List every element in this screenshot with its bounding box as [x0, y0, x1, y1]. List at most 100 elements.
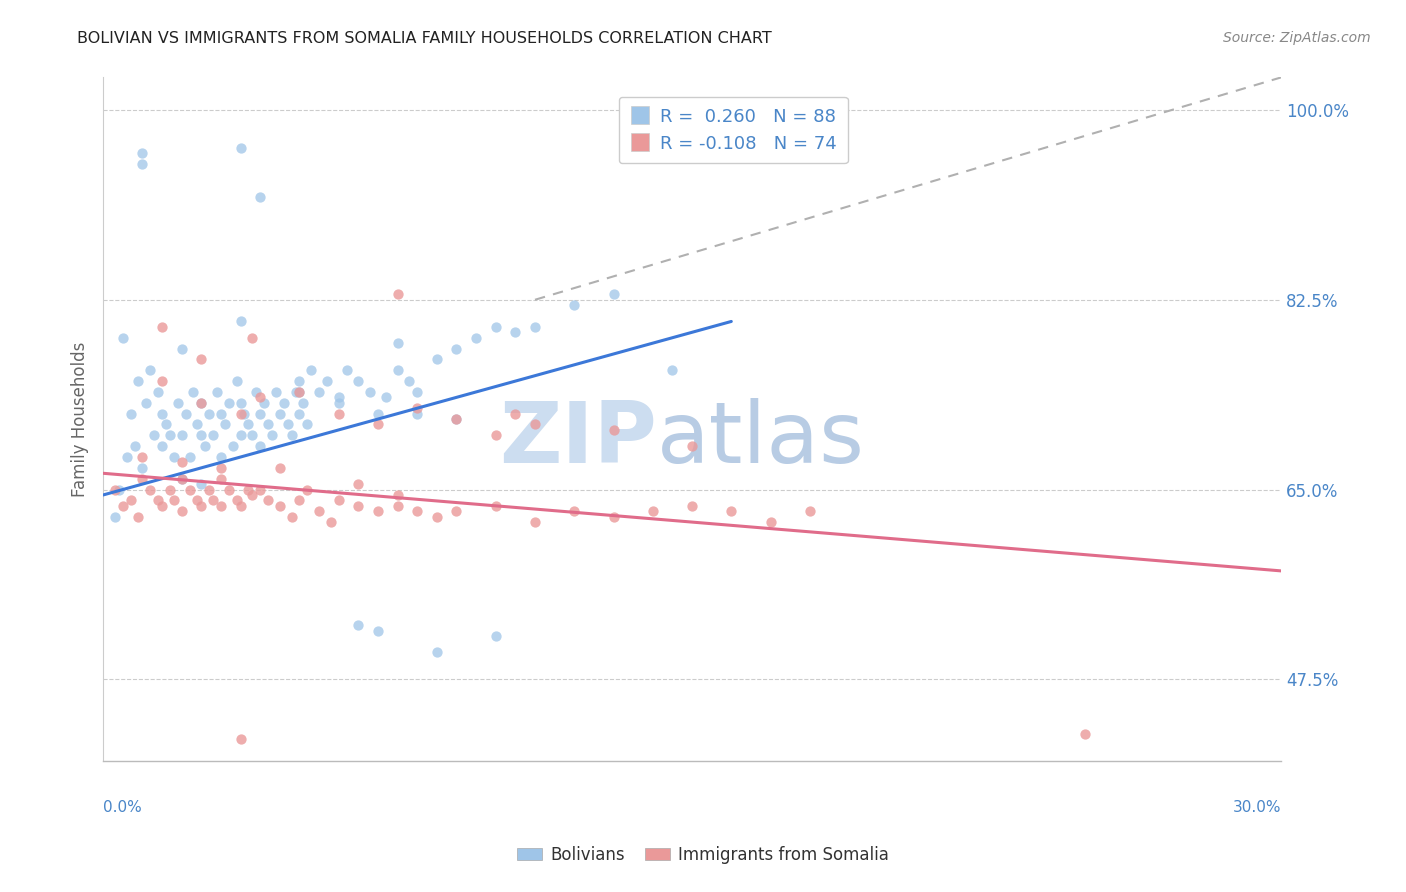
Point	[202, 428, 225, 442]
Point	[135, 396, 157, 410]
Point	[120, 493, 142, 508]
Point	[288, 407, 311, 421]
Point	[202, 493, 225, 508]
Point	[229, 731, 252, 746]
Point	[426, 509, 449, 524]
Point	[127, 509, 149, 524]
Point	[233, 407, 256, 421]
Point	[367, 504, 389, 518]
Point	[661, 363, 683, 377]
Point	[367, 624, 389, 638]
Point	[288, 384, 311, 399]
Point	[387, 488, 409, 502]
Point	[104, 483, 127, 497]
Point	[253, 396, 276, 410]
Point	[111, 331, 134, 345]
Point	[398, 374, 420, 388]
Point	[465, 331, 488, 345]
Point	[273, 396, 295, 410]
Point	[179, 450, 201, 464]
Point	[150, 374, 173, 388]
Point	[131, 146, 153, 161]
Y-axis label: Family Households: Family Households	[72, 342, 89, 497]
Point	[150, 499, 173, 513]
Point	[284, 384, 307, 399]
Point	[260, 428, 283, 442]
Point	[446, 412, 468, 426]
Point	[347, 618, 370, 632]
Point	[335, 363, 357, 377]
Point	[446, 412, 468, 426]
Point	[280, 428, 302, 442]
Point	[170, 472, 193, 486]
Point	[174, 407, 197, 421]
Point	[374, 390, 396, 404]
Point	[446, 342, 468, 356]
Point	[524, 417, 547, 432]
Point	[238, 417, 260, 432]
Point	[249, 407, 271, 421]
Point	[131, 461, 153, 475]
Point	[288, 374, 311, 388]
Point	[257, 493, 280, 508]
Point	[159, 483, 181, 497]
Point	[209, 499, 232, 513]
Point	[562, 504, 585, 518]
Point	[190, 499, 212, 513]
Point	[485, 499, 508, 513]
Point	[240, 488, 263, 502]
Point	[269, 499, 291, 513]
Point	[139, 363, 162, 377]
Point	[214, 417, 236, 432]
Point	[225, 374, 247, 388]
Point	[297, 483, 319, 497]
Point	[505, 407, 527, 421]
Point	[240, 428, 263, 442]
Point	[170, 342, 193, 356]
Point	[229, 407, 252, 421]
Point	[143, 428, 166, 442]
Point	[209, 407, 232, 421]
Point	[328, 407, 350, 421]
Point	[209, 461, 232, 475]
Point	[485, 629, 508, 643]
Point	[387, 336, 409, 351]
Point	[308, 504, 330, 518]
Point	[170, 504, 193, 518]
Point	[328, 396, 350, 410]
Point	[209, 472, 232, 486]
Text: Source: ZipAtlas.com: Source: ZipAtlas.com	[1223, 31, 1371, 45]
Point	[249, 190, 271, 204]
Text: BOLIVIAN VS IMMIGRANTS FROM SOMALIA FAMILY HOUSEHOLDS CORRELATION CHART: BOLIVIAN VS IMMIGRANTS FROM SOMALIA FAMI…	[77, 31, 772, 46]
Point	[163, 493, 186, 508]
Point	[146, 384, 169, 399]
Point	[347, 374, 370, 388]
Point	[249, 483, 271, 497]
Point	[280, 509, 302, 524]
Point	[150, 439, 173, 453]
Point	[406, 401, 429, 416]
Point	[194, 439, 217, 453]
Point	[257, 417, 280, 432]
Point	[406, 407, 429, 421]
Point	[115, 450, 138, 464]
Point	[229, 428, 252, 442]
Point	[183, 384, 205, 399]
Point	[1073, 726, 1095, 740]
Text: 30.0%: 30.0%	[1233, 799, 1281, 814]
Point	[104, 509, 127, 524]
Point	[186, 417, 208, 432]
Point	[131, 472, 153, 486]
Point	[524, 515, 547, 529]
Point	[799, 504, 821, 518]
Point	[198, 483, 221, 497]
Point	[229, 499, 252, 513]
Point	[485, 428, 508, 442]
Point	[139, 483, 162, 497]
Point	[209, 450, 232, 464]
Point	[367, 407, 389, 421]
Point	[190, 396, 212, 410]
Point	[269, 407, 291, 421]
Point	[225, 493, 247, 508]
Point	[319, 515, 342, 529]
